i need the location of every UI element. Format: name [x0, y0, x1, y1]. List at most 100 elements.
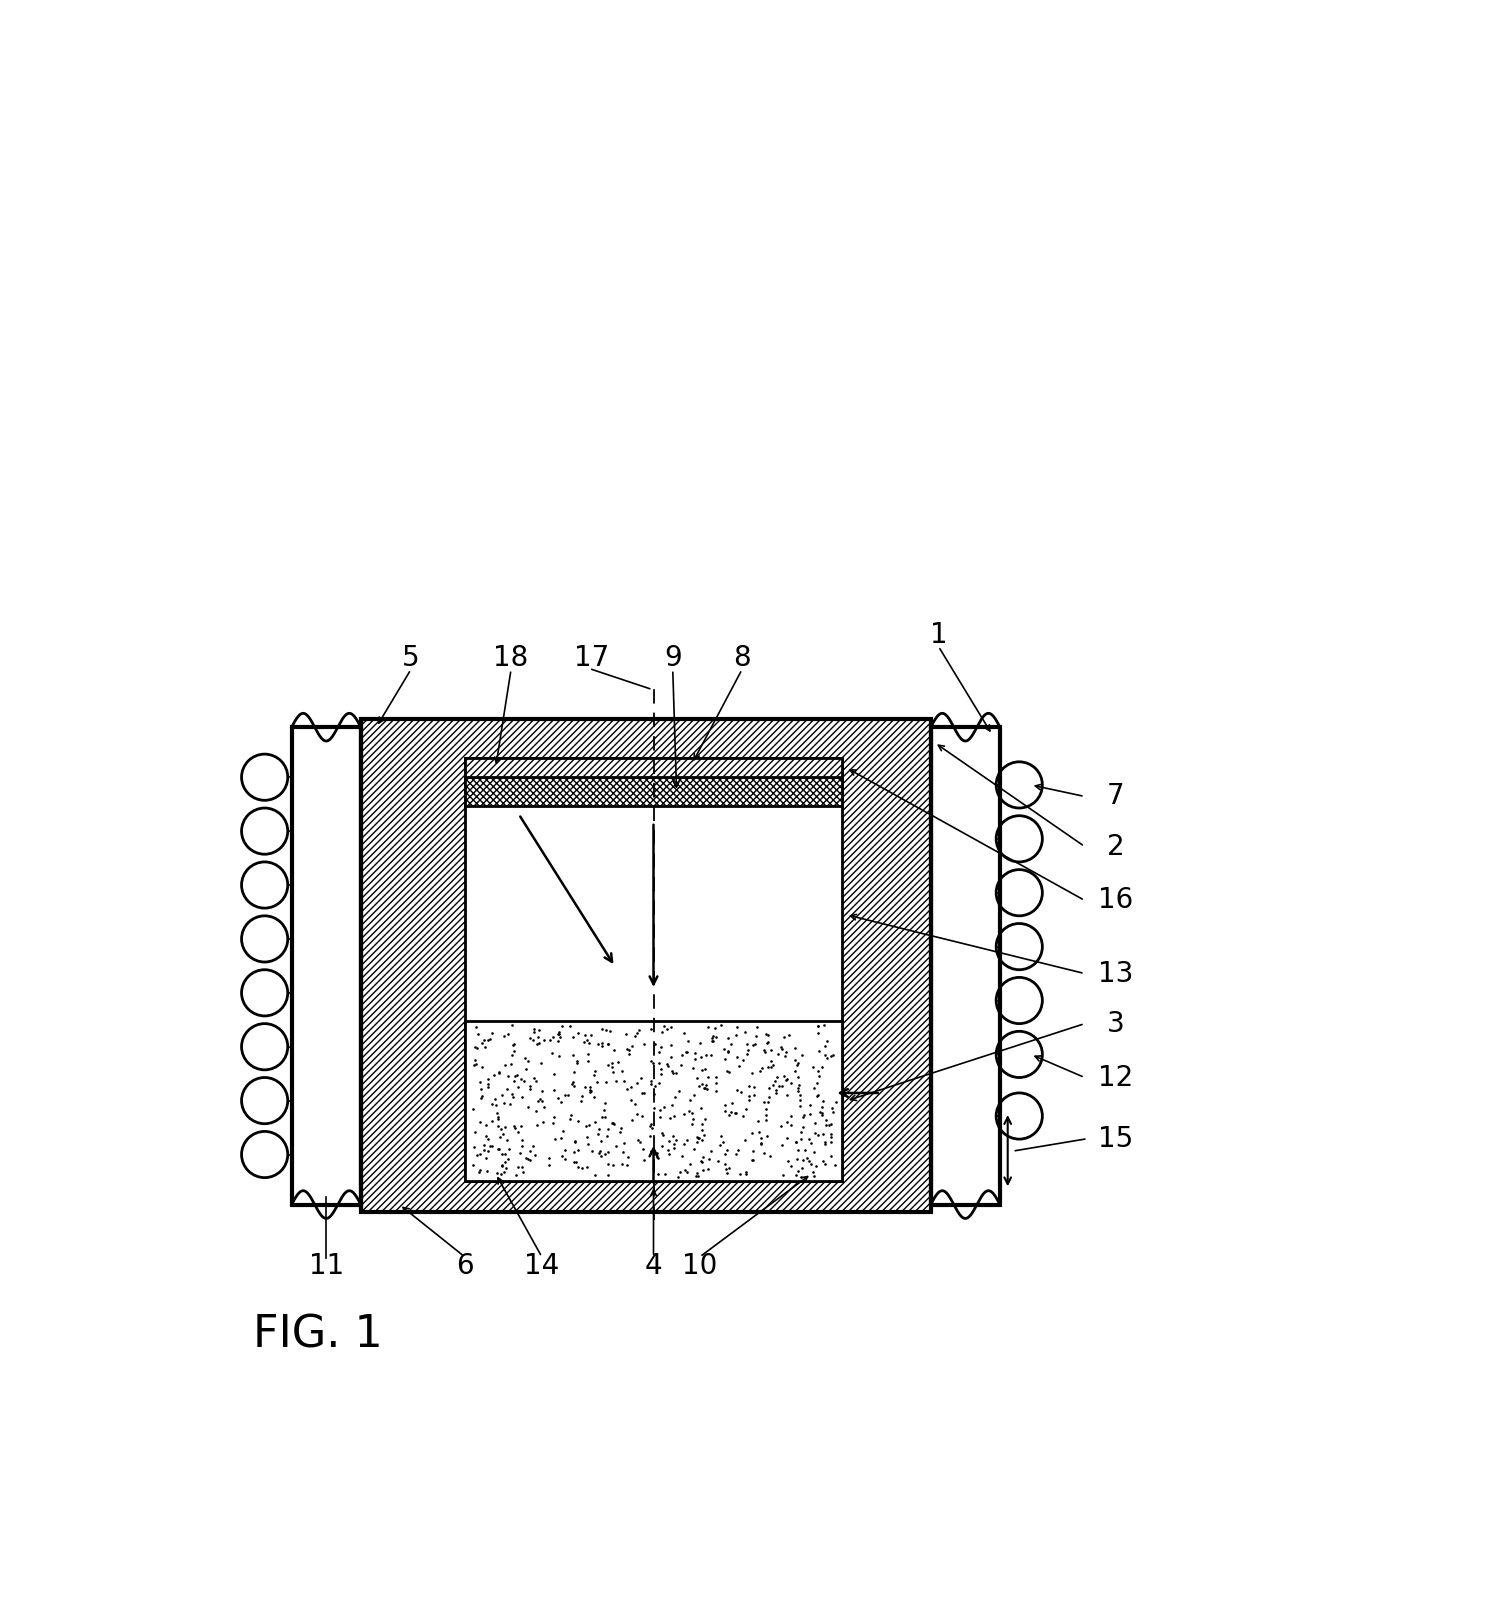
Point — [754, 1108, 778, 1134]
Point — [753, 1037, 777, 1063]
Point — [769, 1132, 793, 1158]
Point — [731, 1047, 756, 1073]
Point — [751, 1055, 775, 1081]
Point — [514, 1145, 538, 1171]
Point — [784, 1129, 808, 1155]
Point — [756, 1031, 780, 1057]
Point — [647, 1039, 671, 1065]
Point — [674, 1127, 698, 1153]
Point — [575, 1040, 599, 1066]
Point — [700, 1027, 724, 1053]
Point — [625, 1100, 649, 1126]
Point — [765, 1077, 789, 1103]
Bar — [843, 758, 931, 1181]
Point — [511, 1160, 535, 1186]
Point — [506, 1155, 530, 1181]
Point — [682, 1137, 706, 1163]
Point — [725, 1077, 749, 1103]
Point — [811, 1102, 835, 1127]
Text: 14: 14 — [524, 1252, 559, 1281]
Point — [530, 1089, 554, 1115]
Text: 8: 8 — [733, 644, 751, 673]
Point — [610, 1058, 634, 1084]
Point — [656, 1137, 680, 1163]
Point — [685, 1065, 709, 1090]
Point — [595, 1123, 619, 1148]
Point — [662, 1131, 686, 1157]
Point — [740, 1032, 765, 1058]
Point — [638, 1111, 662, 1137]
Point — [701, 1027, 725, 1053]
Text: 16: 16 — [1098, 887, 1133, 915]
Point — [626, 1127, 650, 1153]
Point — [686, 1124, 710, 1150]
Point — [599, 1110, 623, 1136]
Point — [813, 1042, 837, 1068]
Point — [759, 1053, 783, 1079]
Text: 15: 15 — [1098, 1126, 1133, 1153]
Point — [577, 1031, 601, 1057]
Point — [629, 1103, 653, 1129]
Point — [704, 1077, 728, 1103]
Point — [819, 1121, 843, 1147]
Point — [759, 1037, 783, 1063]
Point — [604, 1068, 628, 1094]
Point — [688, 1148, 712, 1174]
Text: 11: 11 — [308, 1252, 344, 1281]
Point — [715, 1058, 739, 1084]
Point — [559, 1102, 583, 1127]
Point — [814, 1107, 838, 1132]
Point — [813, 1032, 837, 1058]
Point — [742, 1082, 766, 1108]
Point — [623, 1023, 647, 1048]
Point — [691, 1148, 715, 1174]
Point — [656, 1053, 680, 1079]
Point — [679, 1087, 703, 1113]
Point — [650, 1019, 674, 1045]
Point — [769, 1113, 793, 1139]
Point — [478, 1026, 502, 1052]
Point — [625, 1069, 649, 1095]
Point — [694, 1076, 718, 1102]
Point — [772, 1024, 796, 1050]
Point — [509, 1066, 533, 1092]
Point — [685, 1124, 709, 1150]
Point — [493, 1148, 517, 1174]
Point — [566, 1108, 590, 1134]
Point — [734, 1161, 759, 1187]
Point — [647, 1050, 671, 1076]
Point — [548, 1024, 572, 1050]
Point — [716, 1024, 740, 1050]
Point — [578, 1077, 602, 1103]
Point — [697, 1063, 721, 1089]
Point — [740, 1119, 765, 1145]
Point — [583, 1161, 607, 1187]
Point — [629, 1065, 653, 1090]
Point — [490, 1153, 514, 1179]
Point — [596, 1031, 620, 1057]
Point — [676, 1029, 700, 1055]
Point — [587, 1116, 611, 1142]
Point — [749, 1131, 774, 1157]
Point — [641, 1140, 665, 1166]
Point — [538, 1027, 562, 1053]
Point — [461, 1134, 485, 1160]
Point — [464, 1015, 488, 1040]
Point — [562, 1148, 586, 1174]
Point — [695, 1015, 719, 1040]
Point — [805, 1082, 829, 1108]
Point — [596, 1031, 620, 1057]
Point — [769, 1034, 793, 1060]
Point — [469, 1140, 493, 1166]
Point — [619, 1074, 643, 1100]
Point — [475, 1113, 499, 1139]
Point — [500, 1042, 524, 1068]
Point — [780, 1103, 804, 1129]
Point — [482, 1063, 506, 1089]
Point — [740, 1147, 765, 1173]
Point — [677, 1098, 701, 1124]
Bar — [464, 777, 843, 806]
Point — [704, 1024, 728, 1050]
Text: 12: 12 — [1098, 1063, 1133, 1092]
Point — [575, 1131, 599, 1157]
